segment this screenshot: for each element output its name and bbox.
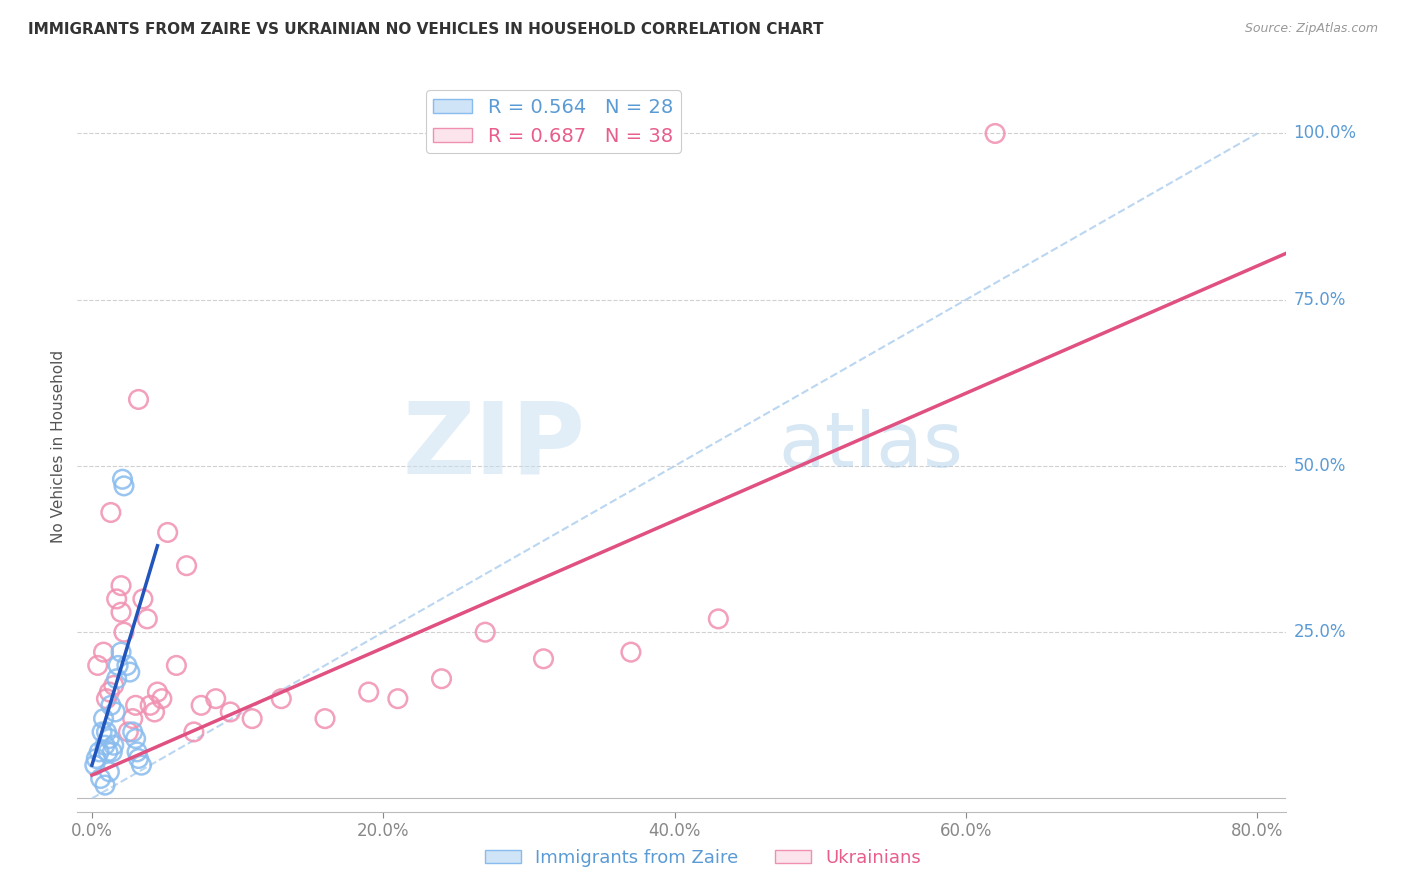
Point — [128, 392, 150, 407]
Point — [117, 725, 139, 739]
Point — [94, 778, 117, 792]
Point — [97, 745, 120, 759]
Point — [132, 591, 155, 606]
Y-axis label: No Vehicles in Household: No Vehicles in Household — [51, 350, 66, 542]
Point — [156, 525, 179, 540]
Point — [146, 685, 169, 699]
Point — [121, 712, 143, 726]
Point — [533, 652, 555, 666]
Text: 50.0%: 50.0% — [1294, 457, 1346, 475]
Point — [110, 579, 132, 593]
Text: 75.0%: 75.0% — [1294, 291, 1346, 309]
Point — [124, 698, 146, 713]
Point — [121, 725, 143, 739]
Point — [357, 685, 380, 699]
Point — [204, 691, 226, 706]
Point — [240, 712, 263, 726]
Point — [430, 672, 453, 686]
Point — [83, 758, 105, 772]
Point — [474, 625, 496, 640]
Point — [93, 645, 115, 659]
Point — [103, 678, 125, 692]
Point — [165, 658, 187, 673]
Point — [125, 745, 148, 759]
Point — [87, 658, 110, 673]
Point — [984, 127, 1007, 141]
Point — [98, 685, 121, 699]
Point — [150, 691, 173, 706]
Point — [707, 612, 730, 626]
Point — [183, 725, 205, 739]
Point — [105, 672, 128, 686]
Point — [98, 764, 121, 779]
Point — [84, 751, 107, 765]
Point — [110, 605, 132, 619]
Point — [94, 738, 117, 752]
Point — [104, 705, 127, 719]
Point — [98, 731, 121, 746]
Point — [190, 698, 212, 713]
Point — [89, 745, 111, 759]
Point — [91, 725, 114, 739]
Legend: R = 0.564   N = 28, R = 0.687   N = 38: R = 0.564 N = 28, R = 0.687 N = 38 — [426, 90, 681, 153]
Point — [96, 725, 118, 739]
Point — [131, 758, 153, 772]
Point — [107, 658, 129, 673]
Point — [124, 731, 146, 746]
Point — [128, 751, 150, 765]
Point — [101, 745, 124, 759]
Point — [112, 625, 135, 640]
Text: 100.0%: 100.0% — [1294, 125, 1357, 143]
Point — [100, 506, 122, 520]
Point — [118, 665, 141, 679]
Point — [115, 658, 138, 673]
Point — [139, 698, 162, 713]
Point — [110, 645, 132, 659]
Point — [100, 698, 122, 713]
Text: atlas: atlas — [779, 409, 963, 483]
Point — [620, 645, 643, 659]
Text: Source: ZipAtlas.com: Source: ZipAtlas.com — [1244, 22, 1378, 36]
Point — [143, 705, 166, 719]
Point — [111, 472, 134, 486]
Point — [90, 772, 112, 786]
Point — [270, 691, 292, 706]
Point — [176, 558, 198, 573]
Point — [103, 738, 125, 752]
Point — [314, 712, 336, 726]
Point — [93, 712, 115, 726]
Point — [387, 691, 409, 706]
Point — [112, 479, 135, 493]
Text: 25.0%: 25.0% — [1294, 624, 1346, 641]
Point — [96, 691, 118, 706]
Text: ZIP: ZIP — [402, 398, 585, 494]
Point — [105, 591, 128, 606]
Point — [219, 705, 242, 719]
Point — [136, 612, 159, 626]
Legend: Immigrants from Zaire, Ukrainians: Immigrants from Zaire, Ukrainians — [478, 842, 928, 874]
Text: IMMIGRANTS FROM ZAIRE VS UKRAINIAN NO VEHICLES IN HOUSEHOLD CORRELATION CHART: IMMIGRANTS FROM ZAIRE VS UKRAINIAN NO VE… — [28, 22, 824, 37]
